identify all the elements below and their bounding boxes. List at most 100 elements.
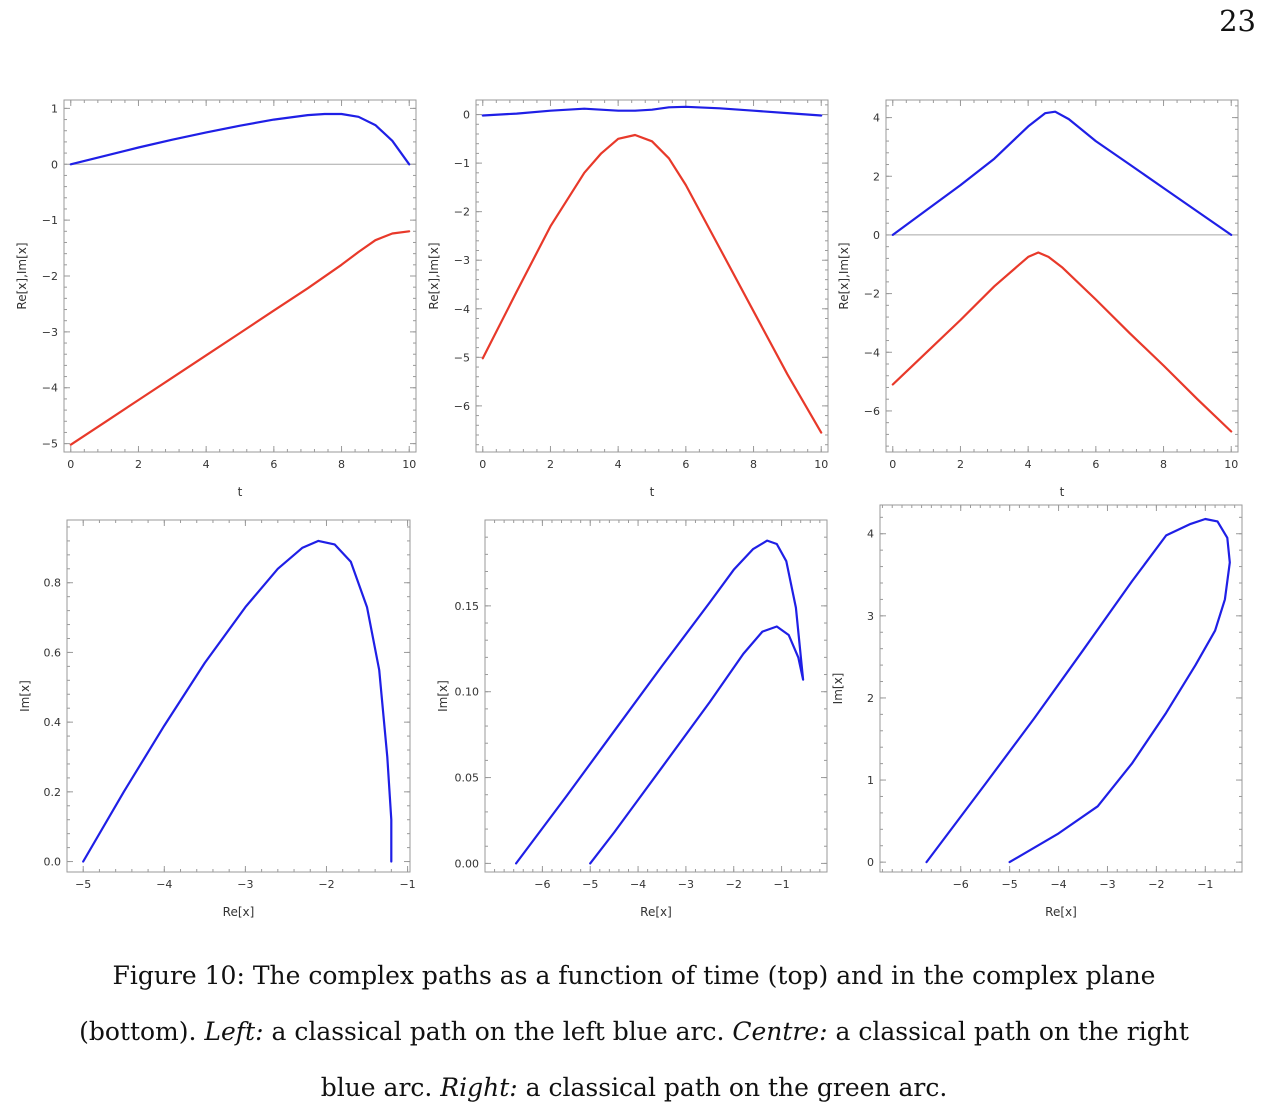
complex-path-curve bbox=[82, 539, 393, 863]
x-tick-label: 2 bbox=[135, 458, 142, 471]
x-tick-label: −3 bbox=[1099, 878, 1115, 891]
y-tick-label: −5 bbox=[42, 438, 58, 451]
plot-top-right: 0 2 4 6 8 10 4 2 0 −2 −4 −6 t Re[x],Im[x] bbox=[836, 90, 1256, 505]
plot-bottom-right-svg: −6 −5 −4 −3 −2 −1 4 3 2 1 0 Re[x] Im[x] bbox=[831, 504, 1243, 919]
x-axis-label: t bbox=[1060, 485, 1065, 499]
y-tick-label: −3 bbox=[454, 254, 470, 267]
x-tick-label: −6 bbox=[953, 878, 969, 891]
y-tick-label: −3 bbox=[42, 326, 58, 339]
y-tick-label: 0.15 bbox=[455, 600, 480, 613]
x-tick-label: −4 bbox=[630, 878, 646, 891]
y-tick-label: 0 bbox=[51, 158, 58, 171]
caption-centre-label: Centre: bbox=[732, 1017, 828, 1046]
x-tick-label: 6 bbox=[270, 458, 277, 471]
imag-part-curve bbox=[891, 110, 1233, 236]
complex-path-curve bbox=[514, 539, 805, 865]
x-tick-label: −1 bbox=[399, 878, 415, 891]
x-tick-label: −6 bbox=[534, 878, 550, 891]
y-tick-label: 0.2 bbox=[44, 786, 62, 799]
plot-bottom-centre-svg: −6 −5 −4 −3 −2 −1 0.15 0.10 0.05 0.00 Re[x] Im[x] bbox=[436, 519, 828, 919]
x-tick-label: 8 bbox=[338, 458, 345, 471]
plot-top-left: 0 2 4 6 8 10 1 0 −1 −2 −3 −4 −5 t Re[x],Im[x] bbox=[0, 90, 420, 505]
y-axis-label: Re[x],Im[x] bbox=[15, 242, 29, 309]
page-number: 23 bbox=[1219, 4, 1256, 38]
y-tick-label: −2 bbox=[42, 270, 58, 283]
x-tick-label: 10 bbox=[402, 458, 416, 471]
y-tick-label: −6 bbox=[864, 405, 880, 418]
x-tick-label: −1 bbox=[773, 878, 789, 891]
x-tick-label: 4 bbox=[1025, 458, 1032, 471]
y-tick-label: −4 bbox=[454, 303, 470, 316]
x-tick-label: −5 bbox=[75, 878, 91, 891]
figure-caption: Figure 10: The complex paths as a functi… bbox=[0, 948, 1268, 1116]
y-tick-label: 1 bbox=[867, 774, 874, 787]
y-axis-label: Im[x] bbox=[18, 680, 32, 712]
x-axis-label: Re[x] bbox=[223, 905, 255, 919]
caption-line-2: (bottom). Left: a classical path on the … bbox=[0, 1004, 1268, 1060]
x-tick-label: 0 bbox=[479, 458, 486, 471]
y-tick-label: 0 bbox=[867, 856, 874, 869]
x-tick-label: −5 bbox=[1002, 878, 1018, 891]
imag-part-curve bbox=[69, 112, 411, 166]
y-axis-label: Re[x],Im[x] bbox=[427, 242, 441, 309]
plot-frame bbox=[484, 519, 828, 873]
caption-centre-text: a classical path on the right bbox=[827, 1017, 1189, 1046]
y-tick-label: 0.6 bbox=[44, 646, 62, 659]
x-tick-label: −3 bbox=[237, 878, 253, 891]
plot-top-centre: 0 2 4 6 8 10 0 −1 −2 −3 −4 −5 −6 t Re[x],Im[x] bbox=[418, 90, 838, 505]
plot-bottom-right: −6 −5 −4 −3 −2 −1 4 3 2 1 0 Re[x] Im[x] bbox=[831, 495, 1256, 920]
x-axis-label: Re[x] bbox=[1045, 905, 1077, 919]
y-tick-label: 0.8 bbox=[44, 577, 62, 590]
plot-bottom-left: −5 −4 −3 −2 −1 0.8 0.6 0.4 0.2 0.0 Re[x] Im[x] bbox=[0, 510, 420, 920]
y-tick-label: 0.0 bbox=[44, 856, 62, 869]
y-tick-label: 0.4 bbox=[44, 716, 62, 729]
caption-left-label: Left: bbox=[204, 1017, 264, 1046]
plot-bottom-left-svg: −5 −4 −3 −2 −1 0.8 0.6 0.4 0.2 0.0 Re[x] Im[x] bbox=[18, 519, 416, 919]
y-tick-label: 0.10 bbox=[455, 686, 480, 699]
y-tick-label: 0 bbox=[873, 229, 880, 242]
imag-part-curve bbox=[481, 105, 823, 117]
plot-bottom-centre: −6 −5 −4 −3 −2 −1 0.15 0.10 0.05 0.00 Re[x] Im[x] bbox=[418, 510, 838, 920]
y-tick-label: −4 bbox=[42, 382, 58, 395]
caption-last-line-start: blue arc. bbox=[320, 1073, 441, 1102]
plot-top-centre-svg: 0 2 4 6 8 10 0 −1 −2 −3 −4 −5 −6 t Re[x],Im[x] bbox=[427, 99, 829, 499]
x-tick-label: −2 bbox=[318, 878, 334, 891]
real-part-curve bbox=[891, 251, 1233, 433]
x-axis-label: Re[x] bbox=[640, 905, 672, 919]
caption-right-text: a classical path on the green arc. bbox=[517, 1073, 948, 1102]
y-tick-label: 4 bbox=[873, 112, 880, 125]
y-tick-label: −5 bbox=[454, 351, 470, 364]
caption-right-label: Right: bbox=[440, 1073, 518, 1102]
x-tick-label: 0 bbox=[67, 458, 74, 471]
y-tick-label: 1 bbox=[51, 102, 58, 115]
caption-line-3: blue arc. Right: a classical path on the… bbox=[0, 1060, 1268, 1116]
y-axis-label: Im[x] bbox=[436, 680, 450, 712]
real-part-curve bbox=[481, 133, 823, 434]
complex-path-curve bbox=[925, 517, 1231, 864]
y-tick-label: 0.00 bbox=[455, 857, 480, 870]
x-tick-label: −4 bbox=[1050, 878, 1066, 891]
caption-left-text: a classical path on the left blue arc. bbox=[263, 1017, 733, 1046]
caption-line-1: Figure 10: The complex paths as a functi… bbox=[0, 948, 1268, 1004]
plot-frame bbox=[885, 99, 1239, 453]
caption-open: (bottom). bbox=[79, 1017, 205, 1046]
y-tick-label: 0 bbox=[463, 109, 470, 122]
y-tick-label: 2 bbox=[873, 170, 880, 183]
y-tick-label: −6 bbox=[454, 400, 470, 413]
y-tick-label: −2 bbox=[864, 288, 880, 301]
x-tick-label: 0 bbox=[889, 458, 896, 471]
x-tick-label: −1 bbox=[1197, 878, 1213, 891]
plot-frame bbox=[475, 99, 829, 453]
x-tick-label: 4 bbox=[203, 458, 210, 471]
y-tick-label: 2 bbox=[867, 692, 874, 705]
x-tick-label: 4 bbox=[615, 458, 622, 471]
y-tick-label: −1 bbox=[42, 214, 58, 227]
y-tick-label: 0.05 bbox=[455, 772, 480, 785]
x-axis-label: t bbox=[650, 485, 655, 499]
x-tick-label: 10 bbox=[1224, 458, 1238, 471]
x-tick-label: −2 bbox=[1148, 878, 1164, 891]
plot-top-right-svg: 0 2 4 6 8 10 4 2 0 −2 −4 −6 t Re[x],Im[x] bbox=[837, 99, 1239, 499]
y-tick-label: −4 bbox=[864, 346, 880, 359]
y-tick-label: −2 bbox=[454, 206, 470, 219]
